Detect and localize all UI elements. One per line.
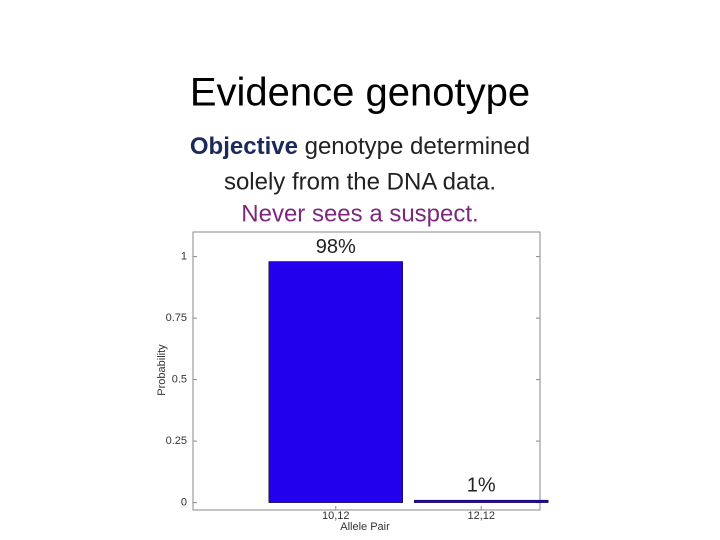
value-label: 1% [467, 474, 496, 496]
subtitle-emphasis: Objective [190, 133, 298, 160]
y-tick-label: 0.75 [166, 312, 187, 324]
chart: 0 0.25 0.5 0.75 1 Allele Pair Probability 10,12… [156, 231, 549, 533]
subtitle-line: Never sees a suspect. [241, 200, 478, 227]
subtitle-text: genotype determined [298, 133, 530, 160]
x-axis-label: Allele Pair [340, 521, 390, 533]
plot-frame [192, 231, 541, 511]
slide-title: Evidence genotype [190, 71, 530, 115]
y-tick-label: 1 [181, 251, 187, 263]
y-tick-label: 0 [181, 497, 187, 509]
subtitle-line: solely from the DNA data. [224, 168, 496, 195]
subtitle-line: Objective genotype determined [190, 133, 530, 160]
value-label: 98% [316, 236, 356, 258]
y-axis-label: Probability [156, 344, 168, 396]
x-tick-label: 12,12 [467, 510, 495, 522]
y-tick-label: 0.5 [172, 374, 187, 386]
y-tick-label: 0.25 [166, 435, 187, 447]
bar [268, 261, 403, 503]
x-tick-label: 10,12 [322, 510, 350, 522]
bar [414, 499, 549, 503]
